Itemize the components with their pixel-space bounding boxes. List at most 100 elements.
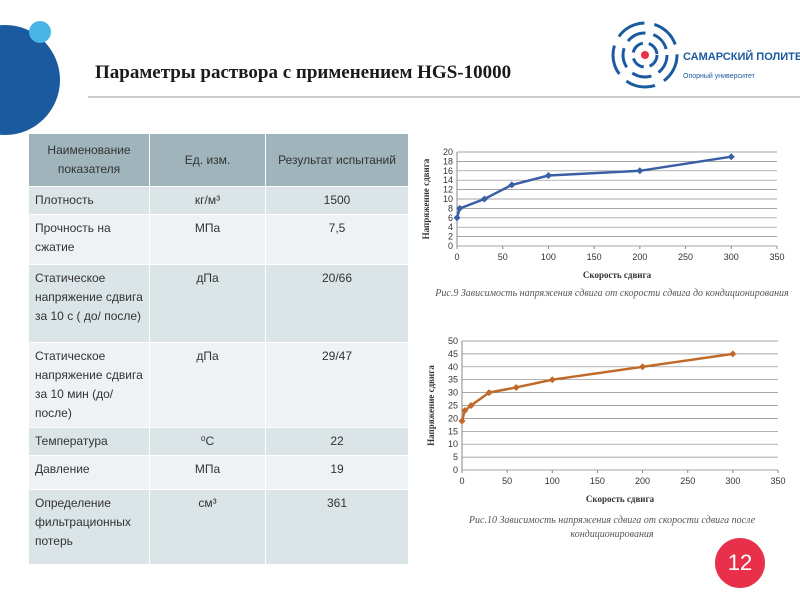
x-tick-label: 200	[635, 476, 650, 486]
column-header: Наименование показателя	[28, 133, 150, 187]
data-point	[727, 153, 735, 161]
table-cell: ⁰С	[149, 427, 266, 456]
y-tick-label: 6	[448, 213, 453, 223]
y-tick-label: 15	[448, 426, 458, 436]
y-tick-label: 50	[448, 336, 458, 346]
table-cell: Статическое напряжение сдвига за 10 с ( …	[28, 264, 150, 343]
table-row: Определение фильтрационных потерь см³ 361	[28, 489, 409, 565]
y-tick-label: 20	[443, 147, 453, 157]
y-tick-label: 30	[448, 388, 458, 398]
y-tick-label: 2	[448, 232, 453, 242]
y-tick-label: 4	[448, 222, 453, 232]
y-tick-label: 0	[448, 241, 453, 251]
table-row: Температура ⁰С 22	[28, 427, 409, 456]
x-tick-label: 100	[545, 476, 560, 486]
x-tick-label: 150	[587, 252, 602, 262]
data-point	[544, 172, 552, 179]
table-cell: дПа	[149, 342, 266, 428]
header-row: Наименование показателя Ед. изм. Результат…	[28, 133, 409, 187]
y-tick-label: 20	[448, 413, 458, 423]
logo	[611, 21, 679, 89]
data-point	[453, 214, 461, 222]
table-row: Статическое напряжение сдвига за 10 с ( …	[28, 264, 409, 343]
y-tick-label: 10	[443, 194, 453, 204]
page-number: 12	[727, 550, 753, 575]
series-line	[460, 352, 734, 422]
y-tick-label: 35	[448, 375, 458, 385]
table-cell: 1500	[265, 186, 409, 215]
data-point	[461, 407, 469, 415]
y-tick-label: 45	[448, 349, 458, 359]
column-header: Результат испытаний	[265, 133, 409, 187]
table-cell: 22	[265, 427, 409, 456]
x-tick-label: 250	[678, 252, 693, 262]
table-cell: 19	[265, 455, 409, 490]
chart-caption: Рис.9 Зависимость напряжения сдвига от с…	[435, 288, 789, 299]
page-badge	[715, 538, 765, 588]
data-point	[729, 350, 737, 358]
x-tick-label: 0	[454, 252, 459, 262]
table-cell: Прочность на сжатие	[28, 214, 150, 265]
data-point	[636, 167, 644, 175]
table-cell: 361	[265, 489, 409, 565]
data-point	[480, 195, 488, 203]
x-axis-label: Скорость сдвига	[583, 270, 652, 280]
x-tick-label: 150	[590, 476, 605, 486]
table-row: Плотность кг/м³ 1500	[28, 186, 409, 215]
table-cell: 20/66	[265, 264, 409, 343]
parameters-table: Наименование показателя Ед. изм. Результат…	[28, 133, 409, 565]
table-cell: см³	[149, 489, 266, 565]
data-point	[485, 389, 493, 397]
y-tick-label: 16	[443, 166, 453, 176]
y-tick-label: 12	[443, 185, 453, 195]
logo-subtitle: Опорный университет	[683, 72, 756, 80]
table-cell: Давление	[28, 455, 150, 490]
table-cell: Статическое напряжение сдвига за 10 мин …	[28, 342, 150, 428]
table-cell: МПа	[149, 455, 266, 490]
y-axis-label: Напряжение сдвига	[426, 365, 436, 446]
x-tick-label: 0	[459, 476, 464, 486]
x-tick-label: 300	[725, 476, 740, 486]
table-cell: Определение фильтрационных потерь	[28, 489, 150, 565]
data-point	[467, 402, 475, 409]
x-axis-label: Скорость сдвига	[586, 494, 655, 504]
y-tick-label: 25	[448, 401, 458, 411]
slide-title: Параметры раствора с применением HGS-100…	[95, 62, 512, 83]
y-tick-label: 40	[448, 362, 458, 372]
table-cell: Плотность	[28, 186, 150, 215]
x-tick-label: 50	[498, 252, 508, 262]
data-point	[456, 204, 464, 212]
data-point	[548, 376, 556, 384]
logo-name: САМАРСКИЙ ПОЛИТЕХ	[683, 50, 800, 63]
x-tick-label: 200	[632, 252, 647, 262]
deco-circle	[0, 25, 60, 135]
y-axis-label: Напряжение сдвига	[421, 158, 431, 239]
x-tick-label: 100	[541, 252, 556, 262]
table-cell: дПа	[149, 264, 266, 343]
x-tick-label: 50	[502, 476, 512, 486]
y-tick-label: 0	[453, 465, 458, 475]
deco-circle	[29, 21, 51, 43]
y-tick-label: 8	[448, 203, 453, 213]
chart-caption: Рис.10 Зависимость напряжения сдвига от …	[468, 515, 756, 540]
x-tick-label: 250	[680, 476, 695, 486]
data-point	[458, 417, 466, 425]
table-cell: Температура	[28, 427, 150, 456]
y-tick-label: 14	[443, 175, 453, 185]
y-tick-label: 18	[443, 156, 453, 166]
table-row: Статическое напряжение сдвига за 10 мин …	[28, 342, 409, 428]
x-tick-label: 350	[769, 252, 784, 262]
table-cell: кг/м³	[149, 186, 266, 215]
table-cell: МПа	[149, 214, 266, 265]
data-point	[639, 363, 647, 371]
table-row: Давление МПа 19	[28, 455, 409, 490]
y-tick-label: 5	[453, 452, 458, 462]
y-tick-label: 10	[448, 439, 458, 449]
data-point	[508, 181, 516, 189]
x-tick-label: 300	[724, 252, 739, 262]
data-point	[512, 383, 520, 391]
x-tick-label: 350	[770, 476, 785, 486]
